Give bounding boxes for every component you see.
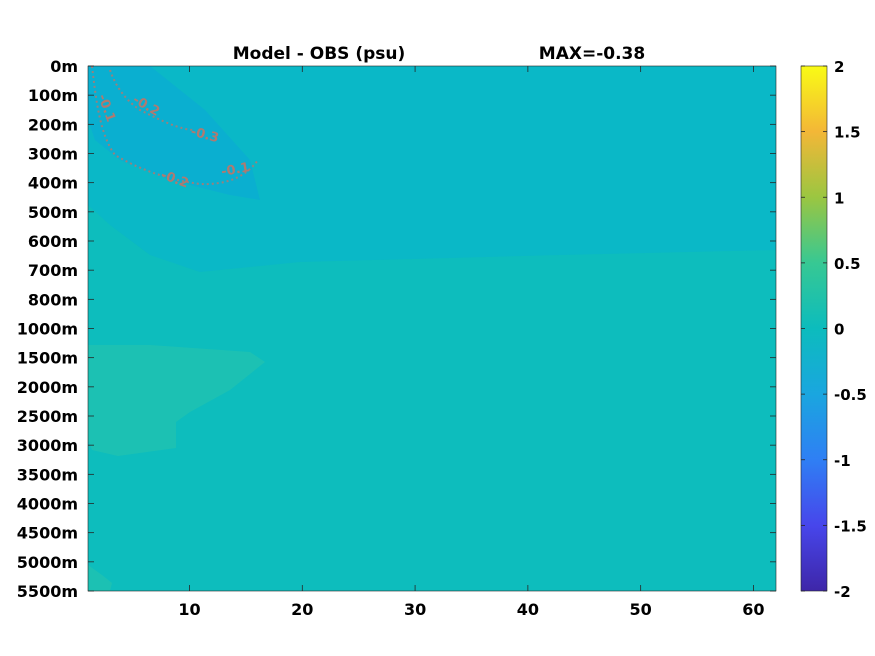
positive-bottom-west	[88, 565, 112, 591]
x-tick-label: 10	[178, 600, 200, 619]
x-tick-label: 50	[630, 600, 652, 619]
colorbar-tick-label: -0.5	[834, 386, 867, 404]
x-tick-label: 30	[404, 600, 426, 619]
y-tick-label: 3500m	[17, 465, 78, 484]
y-tick-label: 4000m	[17, 495, 78, 514]
colorbar-tick-label: 0.5	[834, 255, 861, 273]
y-tick-label: 0m	[50, 57, 78, 76]
y-tick-label: 5500m	[17, 582, 78, 601]
anomaly-layer	[88, 66, 776, 591]
colorbar-axis: 2 1.5 1 0.5 0 -0.5 -1 -1.5 -2	[801, 58, 867, 601]
y-axis: 0m 100m 200m 300m 400m 500m 600m 700m 800m 1000m 1…	[17, 57, 776, 601]
y-tick-label: 1000m	[17, 320, 78, 339]
y-tick-label: 400m	[28, 174, 78, 193]
y-tick-label: 500m	[28, 203, 78, 222]
y-tick-label: 2500m	[17, 407, 78, 426]
y-tick-label: 2000m	[17, 378, 78, 397]
x-tick-label: 60	[742, 600, 764, 619]
colorbar-tick-label: -1	[834, 452, 851, 470]
y-tick-label: 200m	[28, 115, 78, 134]
positive-deep-west	[88, 345, 265, 456]
contour-lines	[91, 65, 259, 186]
x-axis: 10 20 30 40 50 60	[178, 66, 765, 619]
colorbar-tick-label: -2	[834, 583, 851, 601]
contour-label: -0.1	[220, 160, 251, 180]
chart-title: Model - OBS (psu)	[233, 44, 406, 64]
colorbar-tick-label: 1	[834, 189, 844, 207]
colorbar-tick-label: -1.5	[834, 517, 867, 535]
y-tick-label: 4500m	[17, 524, 78, 543]
colorbar-tick-label: 0	[834, 321, 844, 339]
max-annotation: MAX=-0.38	[539, 44, 645, 64]
y-tick-label: 300m	[28, 145, 78, 164]
colorbar-tick-label: 2	[834, 58, 844, 76]
y-tick-label: 600m	[28, 232, 78, 251]
contour-label: -0.3	[189, 124, 220, 146]
y-tick-label: 1500m	[17, 349, 78, 368]
x-tick-label: 40	[517, 600, 539, 619]
y-tick-label: 700m	[28, 261, 78, 280]
colorbar-tick-label: 1.5	[834, 124, 861, 142]
y-tick-label: 5000m	[17, 553, 78, 572]
contour-line-inner	[109, 69, 196, 131]
y-tick-label: 3000m	[17, 436, 78, 455]
negative-core	[88, 66, 260, 200]
y-tick-label: 100m	[28, 86, 78, 105]
weak-negative-band	[88, 66, 776, 272]
x-tick-label: 20	[291, 600, 313, 619]
y-tick-label: 800m	[28, 290, 78, 309]
